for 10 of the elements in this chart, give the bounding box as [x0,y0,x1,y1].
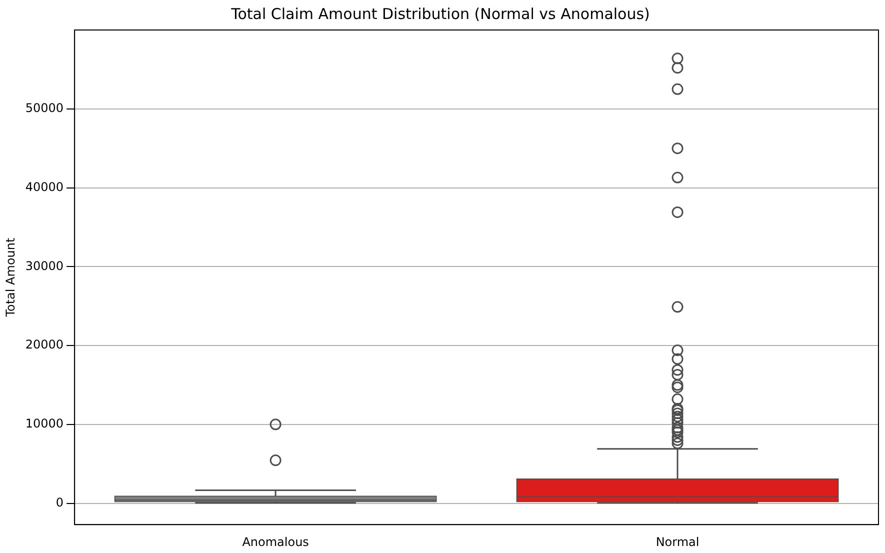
y-tick-label: 20000 [25,338,64,352]
y-tick-label: 50000 [25,101,64,116]
chart-title: Total Claim Amount Distribution (Normal vs Anomalous) [230,4,650,23]
y-tick-label: 10000 [25,416,64,431]
y-tick-label: 30000 [25,258,64,273]
x-tick-label: Normal [656,534,700,549]
y-tick-label: 0 [56,495,64,510]
x-tick-label: Anomalous [242,534,309,549]
y-axis-title: Total Amount [3,238,18,318]
y-tick-label: 40000 [25,180,64,194]
